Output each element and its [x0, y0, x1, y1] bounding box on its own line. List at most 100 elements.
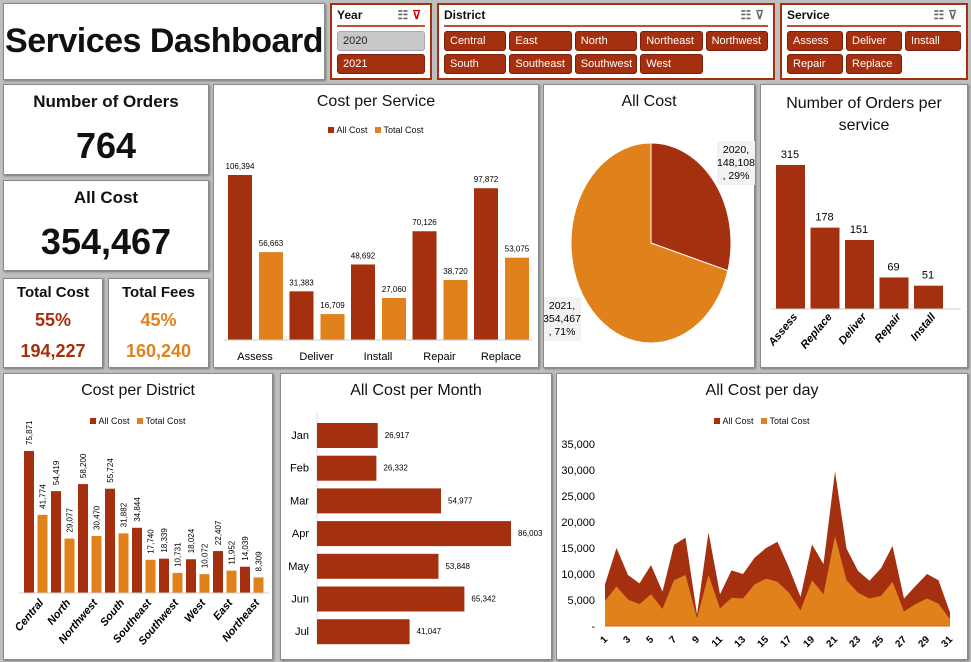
- bar-total-cost: [443, 279, 468, 340]
- x-tick-label: 11: [710, 634, 726, 650]
- legend-all-cost: All Cost: [722, 416, 754, 426]
- y-tick-label: 5,000: [567, 595, 595, 607]
- all-cost-card: All Cost 354,467: [3, 180, 209, 271]
- total-cost-label: Total Cost: [16, 283, 90, 301]
- dashboard-title: Services Dashboard: [3, 3, 325, 80]
- area-total-cost: [605, 536, 950, 626]
- bar-all-cost: [24, 451, 34, 593]
- x-tick-label: 21: [824, 634, 840, 650]
- slicer-item-2020[interactable]: 2020: [337, 31, 425, 51]
- slicer-item-install[interactable]: Install: [905, 31, 961, 51]
- total-fees-pct: 45%: [140, 310, 177, 331]
- bar-total-cost: [91, 535, 102, 593]
- multi-select-icon[interactable]: ☷: [397, 8, 413, 22]
- bar-all-cost: [132, 527, 142, 593]
- bar-total-cost: [172, 572, 183, 593]
- slicer-item-central[interactable]: Central: [444, 31, 507, 51]
- bar-all-cost: [186, 559, 196, 593]
- x-tick-label: 5: [644, 634, 656, 646]
- cost-per-district-chart: Cost per District All Cost Total Cost 75,…: [3, 373, 273, 660]
- x-tick-label: 9: [690, 634, 702, 646]
- x-tick-label: Install: [364, 351, 393, 363]
- bar-all-cost: [412, 231, 437, 340]
- data-label: 54,977: [448, 496, 473, 505]
- data-label: 56,663: [259, 239, 284, 248]
- all-cost-per-month-chart: All Cost per Month Jan 26,917 Feb 26,332 Mar…: [280, 373, 552, 660]
- data-label: 2020,: [723, 144, 749, 156]
- pie-slice-2020: [650, 142, 732, 272]
- year-slicer-label: Year: [337, 8, 363, 22]
- slicer-item-northeast[interactable]: Northeast: [640, 31, 703, 51]
- slicer-item-assess[interactable]: Assess: [787, 31, 843, 51]
- chart-title: Number of Orders per service: [786, 95, 942, 134]
- y-tick-label: 20,000: [561, 517, 595, 529]
- y-tick-label: Jun: [291, 594, 309, 606]
- all-cost-value: 354,467: [40, 221, 172, 263]
- total-cost-pct: 55%: [34, 310, 72, 331]
- slicer-item-north[interactable]: North: [574, 31, 638, 51]
- y-tick-label: 15,000: [561, 543, 595, 555]
- slicer-item-repair[interactable]: Repair: [787, 54, 843, 74]
- slicer-item-northwest[interactable]: Northwest: [705, 31, 768, 51]
- data-label: 26,332: [383, 464, 408, 473]
- bar-total-cost: [118, 533, 129, 593]
- data-label: 151: [850, 224, 868, 236]
- data-label: 97,872: [474, 175, 499, 184]
- bar: [317, 488, 442, 514]
- bar: [317, 455, 377, 481]
- multi-select-icon[interactable]: ☷: [740, 8, 756, 22]
- data-label: 31,882: [120, 502, 129, 527]
- slicer-item-southwest[interactable]: Southwest: [574, 54, 638, 74]
- x-tick-label: Repair: [873, 311, 905, 345]
- slicer-item-replace[interactable]: Replace: [846, 54, 902, 74]
- clear-filter-icon[interactable]: ⊽: [412, 8, 425, 22]
- chart-legend: All Cost Total Cost: [214, 125, 538, 135]
- data-label: 34,844: [133, 497, 142, 522]
- data-label: 86,003: [518, 529, 543, 538]
- y-tick-label: 35,000: [561, 439, 595, 451]
- clear-filter-icon[interactable]: ⊽: [948, 8, 961, 22]
- data-label: 41,774: [39, 484, 48, 509]
- clear-filter-icon[interactable]: ⊽: [755, 8, 768, 22]
- data-label: 17,740: [147, 529, 156, 554]
- data-label: 75,871: [25, 420, 34, 445]
- slicer-item-2021[interactable]: 2021: [337, 54, 425, 74]
- legend-all-cost: All Cost: [336, 125, 368, 135]
- bar: [317, 619, 410, 645]
- y-tick-label: Jul: [295, 626, 309, 638]
- data-label: 69: [887, 261, 899, 273]
- x-tick-label: 23: [847, 634, 863, 650]
- slicer-item-southeast[interactable]: Southeast: [509, 54, 572, 74]
- data-label: 27,060: [382, 285, 407, 294]
- slicer-item-south[interactable]: South: [444, 54, 507, 74]
- data-label: 51: [922, 270, 934, 282]
- slicer-item-west[interactable]: West: [640, 54, 703, 74]
- data-label: 8,309: [255, 551, 264, 572]
- bar: [317, 423, 378, 448]
- x-tick-label: Deliver: [837, 311, 870, 347]
- bar-all-cost: [240, 566, 250, 593]
- x-tick-label: West: [182, 596, 209, 625]
- slicer-item-east[interactable]: East: [509, 31, 572, 51]
- data-label: 48,692: [351, 251, 376, 260]
- x-tick-label: 31: [939, 634, 955, 650]
- y-tick-label: 10,000: [561, 569, 595, 581]
- multi-select-icon[interactable]: ☷: [933, 8, 949, 22]
- bar-all-cost: [351, 264, 375, 340]
- x-tick-label: 25: [870, 634, 886, 650]
- bar-all-cost: [159, 558, 169, 593]
- y-tick-label: Apr: [292, 528, 309, 540]
- data-label: 38,720: [443, 267, 468, 276]
- legend-total-cost: Total Cost: [383, 125, 424, 135]
- data-label: 2021,: [549, 300, 575, 312]
- data-label: 29,077: [66, 508, 75, 533]
- slicer-item-deliver[interactable]: Deliver: [846, 31, 902, 51]
- y-tick-label: 25,000: [561, 491, 595, 503]
- y-tick-label: May: [288, 561, 309, 573]
- data-label: 354,467: [544, 313, 581, 325]
- bar: [317, 553, 439, 579]
- bar-all-cost: [51, 491, 61, 593]
- service-slicer: Service ☷⊽ Assess Deliver Install Repair Repl…: [780, 3, 968, 80]
- data-label: 11,952: [228, 540, 237, 564]
- x-tick-label: 29: [916, 634, 932, 650]
